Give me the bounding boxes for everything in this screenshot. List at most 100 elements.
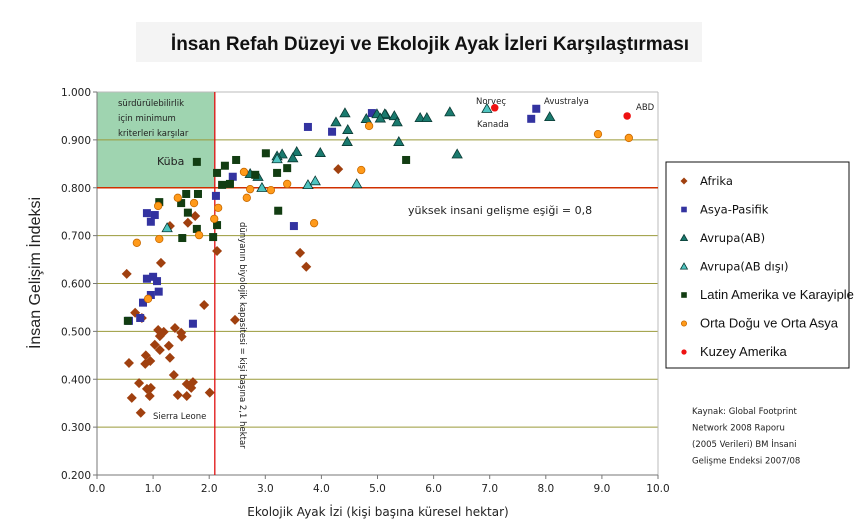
source-line: Kaynak: Global Footprint <box>692 407 798 417</box>
data-point <box>146 290 155 299</box>
data-point <box>374 112 386 123</box>
data-point <box>153 277 162 286</box>
y-tick-label: 0.400 <box>61 374 91 386</box>
data-point <box>163 340 174 351</box>
data-point <box>181 391 192 402</box>
data-point <box>209 233 218 242</box>
x-tick-label: 9.0 <box>594 483 611 495</box>
legend-marker <box>681 206 687 213</box>
data-point <box>391 116 403 127</box>
y-tick-label: 0.800 <box>61 183 91 195</box>
data-point <box>121 268 132 279</box>
data-point <box>360 113 372 123</box>
data-point <box>246 185 255 194</box>
data-point <box>527 114 536 123</box>
data-point <box>150 211 159 220</box>
data-point <box>273 168 282 177</box>
legend-label: Orta Doğu ve Orta Asya <box>700 316 839 331</box>
data-point <box>177 199 186 208</box>
data-point <box>283 164 292 173</box>
data-point <box>228 172 237 181</box>
data-point <box>164 352 175 363</box>
data-point <box>544 111 556 122</box>
data-point <box>178 234 187 243</box>
legend: Afrika Asya-Pasifik Avrupa(AB) Avrupa(AB dı… <box>665 161 854 369</box>
box-text-line: kriterleri karşılar <box>118 129 189 139</box>
data-point <box>142 209 151 218</box>
y-tick-label: 0.600 <box>61 279 91 291</box>
data-point <box>341 135 353 146</box>
y-axis-label: İnsan Gelişim İndeksi <box>25 197 44 349</box>
data-point <box>213 221 222 230</box>
x-tick-label: 8.0 <box>537 483 554 495</box>
data-point <box>339 107 351 118</box>
data-point <box>490 104 499 112</box>
data-point <box>330 116 342 127</box>
data-point <box>402 155 411 164</box>
data-point <box>623 112 631 120</box>
data-point <box>351 178 363 189</box>
data-point <box>173 193 182 202</box>
x-tick-label: 0.0 <box>89 483 106 495</box>
data-point <box>261 149 270 158</box>
legend-label: Kuzey Amerika <box>700 344 787 359</box>
data-point <box>199 300 210 311</box>
data-point <box>295 247 306 258</box>
data-point <box>168 369 179 380</box>
series-avrupa-ab-d- <box>161 102 493 233</box>
data-point <box>153 201 163 211</box>
y-tick-label: 0.200 <box>61 470 91 482</box>
legend-marker <box>679 233 689 242</box>
data-point <box>303 122 312 131</box>
data-point <box>136 313 145 322</box>
data-point <box>256 181 268 192</box>
box-text-line: için minimum <box>118 114 176 124</box>
legend-label: Asya-Pasifik <box>700 203 769 217</box>
legend-label: Avrupa(AB dışı) <box>700 260 788 274</box>
data-point <box>139 298 148 307</box>
data-point <box>190 210 201 221</box>
series-kuzey-amerika <box>490 104 631 120</box>
x-axis-label: Ekolojik Ayak İzi (kişi başına küresel h… <box>247 504 508 519</box>
data-point <box>194 230 204 240</box>
series-latin-amerika-ve-karayipler <box>123 149 411 325</box>
threshold-label: yüksek insani gelişme eşiği = 0,8 <box>408 204 592 217</box>
data-point <box>301 261 312 272</box>
data-point <box>211 191 220 200</box>
abd-label: ABD <box>636 103 655 113</box>
data-point <box>532 104 541 113</box>
data-point <box>451 148 463 159</box>
data-point <box>242 193 251 202</box>
y-tick-label: 1.000 <box>61 87 91 99</box>
series-afrika <box>121 164 344 418</box>
data-point <box>291 146 303 156</box>
data-point <box>144 391 155 402</box>
data-point <box>287 152 299 163</box>
source-note: Kaynak: Global Footprint Network 2008 Rap… <box>692 407 800 467</box>
data-point <box>210 214 219 224</box>
data-point <box>158 326 169 337</box>
x-tick-label: 10.0 <box>646 483 669 495</box>
data-point <box>328 127 337 136</box>
y-tick-label: 0.700 <box>61 231 91 243</box>
data-point <box>192 224 201 233</box>
data-point <box>182 189 191 198</box>
data-point <box>421 112 433 123</box>
x-tick-label: 2.0 <box>201 483 218 495</box>
biocapacity-label: dünyanın biyolojik kapasitesi = kişi baş… <box>237 222 247 449</box>
data-point <box>289 222 298 231</box>
data-point <box>172 390 183 401</box>
data-point <box>309 175 321 186</box>
data-point <box>274 206 283 215</box>
data-point <box>145 356 156 367</box>
x-tick-label: 6.0 <box>425 483 442 495</box>
x-tick-label: 1.0 <box>145 483 162 495</box>
data-point <box>155 234 164 244</box>
data-point <box>176 331 187 342</box>
data-point <box>364 121 374 131</box>
data-point <box>193 189 202 198</box>
data-point <box>146 217 155 226</box>
data-point <box>155 257 166 268</box>
x-tick-label: 7.0 <box>481 483 498 495</box>
